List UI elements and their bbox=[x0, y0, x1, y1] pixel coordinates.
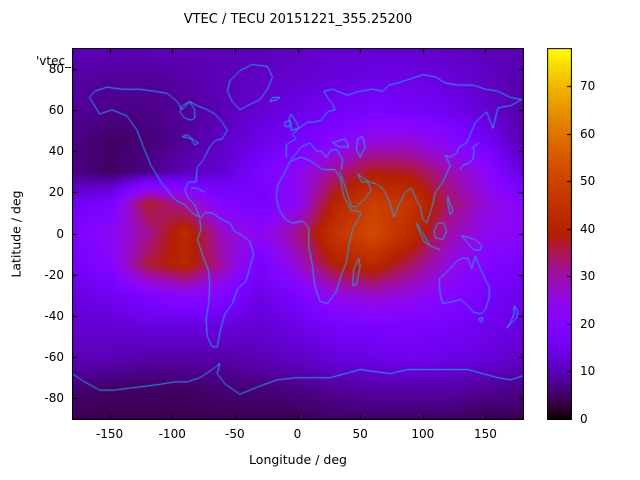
x-tick-label: -50 bbox=[225, 427, 245, 441]
y-tick-label: 20 bbox=[48, 185, 64, 200]
colorbar-tick-label: 30 bbox=[580, 269, 596, 284]
heatmap-canvas bbox=[72, 48, 524, 420]
y-tick-label: 60 bbox=[48, 102, 64, 117]
y-tick-label: 0 bbox=[56, 226, 64, 241]
y-tick-label: -60 bbox=[44, 350, 64, 365]
y-axis-label: Latitude / deg bbox=[8, 190, 24, 278]
x-tick-label: 0 bbox=[293, 427, 302, 441]
colorbar-tick-label: 20 bbox=[580, 316, 596, 331]
colorbar-tick-label: 10 bbox=[580, 364, 596, 379]
x-tick-label: 50 bbox=[352, 427, 368, 441]
x-tick-label: -100 bbox=[158, 427, 186, 441]
x-tick-label: 100 bbox=[411, 427, 435, 441]
colorbar-tick-label: 60 bbox=[580, 126, 596, 141]
y-tick-label: 40 bbox=[48, 144, 64, 159]
colorbar-tick-label: 0 bbox=[580, 412, 588, 426]
x-tick-label: -150 bbox=[95, 427, 124, 441]
chart-title: VTEC / TECU 20151221_355.25200 bbox=[183, 12, 413, 27]
x-tick-label: 150 bbox=[473, 427, 497, 441]
y-tick-label: -40 bbox=[44, 308, 64, 323]
x-axis-label: Longitude / deg bbox=[249, 452, 347, 467]
y-tick-label: -80 bbox=[44, 391, 64, 406]
colorbar-canvas bbox=[547, 48, 572, 420]
y-tick-label: 80 bbox=[48, 61, 64, 76]
colorbar-tick-label: 70 bbox=[580, 79, 596, 94]
plot-key-label: 'vtec_ bbox=[36, 54, 72, 68]
colorbar-tick-label: 40 bbox=[580, 221, 596, 236]
y-tick-label: -20 bbox=[44, 267, 64, 282]
colorbar-tick-label: 50 bbox=[580, 174, 596, 189]
